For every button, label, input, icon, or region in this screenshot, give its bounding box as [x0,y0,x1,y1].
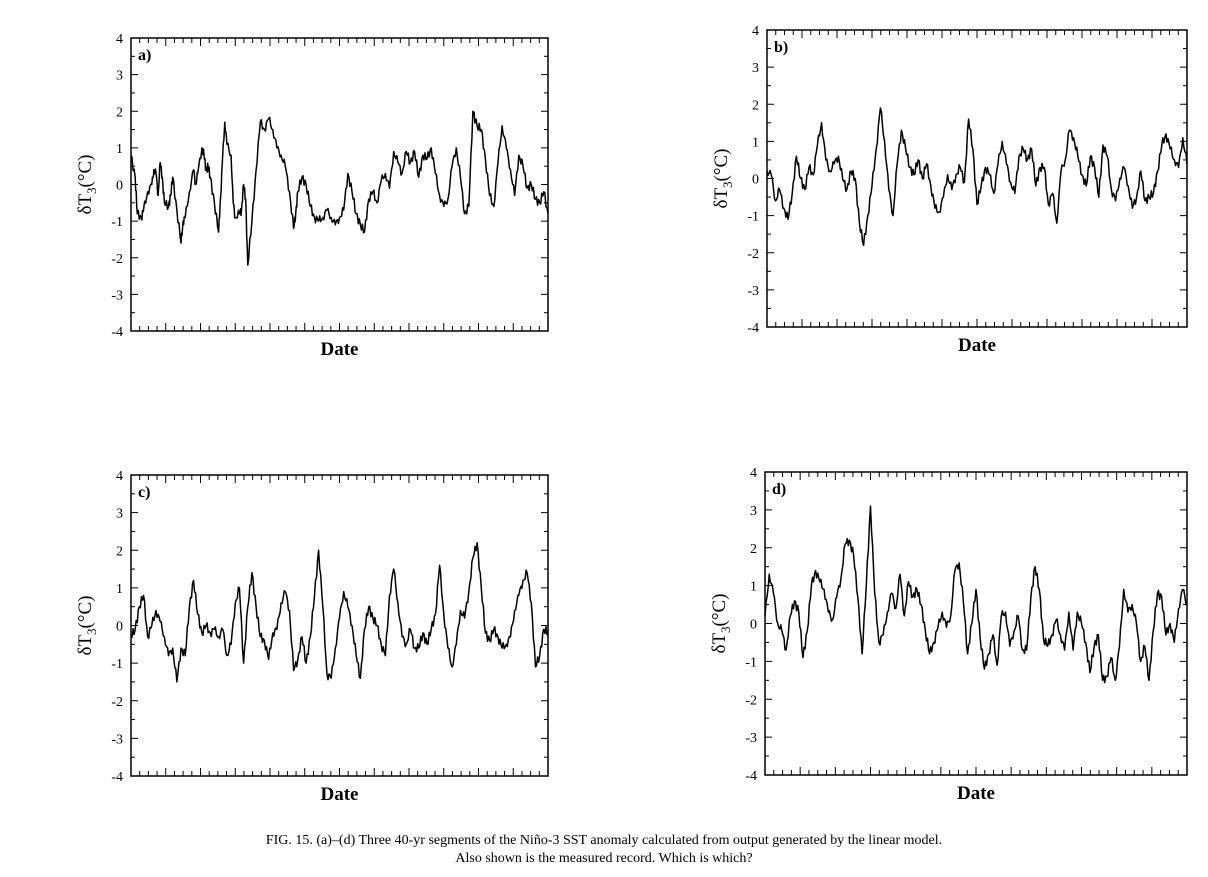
y-tick-label: -4 [111,770,123,785]
y-tick-label: -4 [111,325,123,340]
y-tick-label: 1 [752,135,759,150]
y-tick-label: -2 [745,693,757,708]
y-tick-label: -1 [111,657,123,672]
series-line [130,110,549,266]
y-tick-label: -3 [745,731,757,746]
y-tick-label: -4 [747,321,759,336]
figure-caption: FIG. 15. (a)–(d) Three 40-yr segments of… [0,832,1208,868]
y-tick-label: 3 [116,507,123,522]
y-tick-label: -3 [747,284,759,299]
y-tick-label: -2 [747,247,759,262]
panel-label-a: a) [138,47,151,64]
y-tick-label: 0 [116,620,123,635]
panel-label-d: d) [772,481,786,498]
y-tick-label: 3 [750,504,757,519]
y-tick-label: 2 [752,98,759,113]
y-axis-label-subscript: 3 [718,626,733,633]
caption-line-2: Also shown is the measured record. Which… [455,851,753,866]
caption-line-1: FIG. 15. (a)–(d) Three 40-yr segments of… [265,833,943,848]
y-tick-label: 2 [116,544,123,559]
y-axis-label: δT3(°C) [709,594,733,654]
y-axis-label-main: δT [75,635,96,656]
y-tick-label: 1 [116,582,123,597]
y-tick-label: 4 [752,24,759,39]
y-tick-label: 0 [750,618,757,633]
y-tick-label: 4 [116,469,123,484]
x-axis-label: Date [321,339,359,360]
y-tick-label: 3 [752,61,759,76]
y-axis-label-main: δT [75,194,96,215]
series-line [766,107,1188,247]
y-tick-label: 3 [116,69,123,84]
y-axis-label: δT3(°C) [711,149,735,209]
y-tick-label: 4 [750,466,757,481]
y-axis-label-main: δT [709,633,730,654]
y-axis-label-subscript: 3 [84,628,99,635]
y-tick-label: -2 [111,252,123,267]
y-tick-label: 0 [752,173,759,188]
y-tick-label: 2 [750,542,757,557]
plot-frame [764,471,1188,776]
y-tick-label: 4 [116,32,123,47]
y-axis-label-unit: (°C) [709,594,730,627]
y-tick-label: 0 [116,179,123,194]
y-axis-label: δT3(°C) [75,155,99,215]
plot-frame [766,29,1188,328]
y-axis-label-unit: (°C) [75,596,96,629]
y-axis-label-subscript: 3 [84,187,99,194]
figure-canvas: 43210-1-2-3-4a)DateδT3(°C)43210-1-2-3-4b… [75,24,1188,805]
y-tick-label: -3 [111,732,123,747]
y-axis-label-subscript: 3 [720,181,735,188]
y-axis-label-unit: (°C) [75,155,96,188]
plot-frame [130,37,549,332]
y-tick-label: -1 [111,215,123,230]
y-axis-label: δT3(°C) [75,596,99,656]
y-tick-label: -2 [111,695,123,710]
series-line [764,505,1188,684]
y-tick-label: -1 [745,655,757,670]
y-tick-label: 1 [750,580,757,595]
panel-label-b: b) [774,39,788,56]
y-tick-label: -4 [745,769,757,784]
y-tick-label: 1 [116,142,123,157]
series-line [130,541,549,683]
panel-label-c: c) [138,484,150,501]
x-axis-label: Date [321,784,359,805]
y-axis-label-main: δT [711,188,732,209]
y-tick-label: -3 [111,288,123,303]
plot-frame [130,474,549,777]
x-axis-label: Date [957,783,995,804]
y-tick-label: 2 [116,105,123,120]
y-tick-label: -1 [747,210,759,225]
x-axis-label: Date [958,335,996,356]
y-axis-label-unit: (°C) [711,149,732,182]
